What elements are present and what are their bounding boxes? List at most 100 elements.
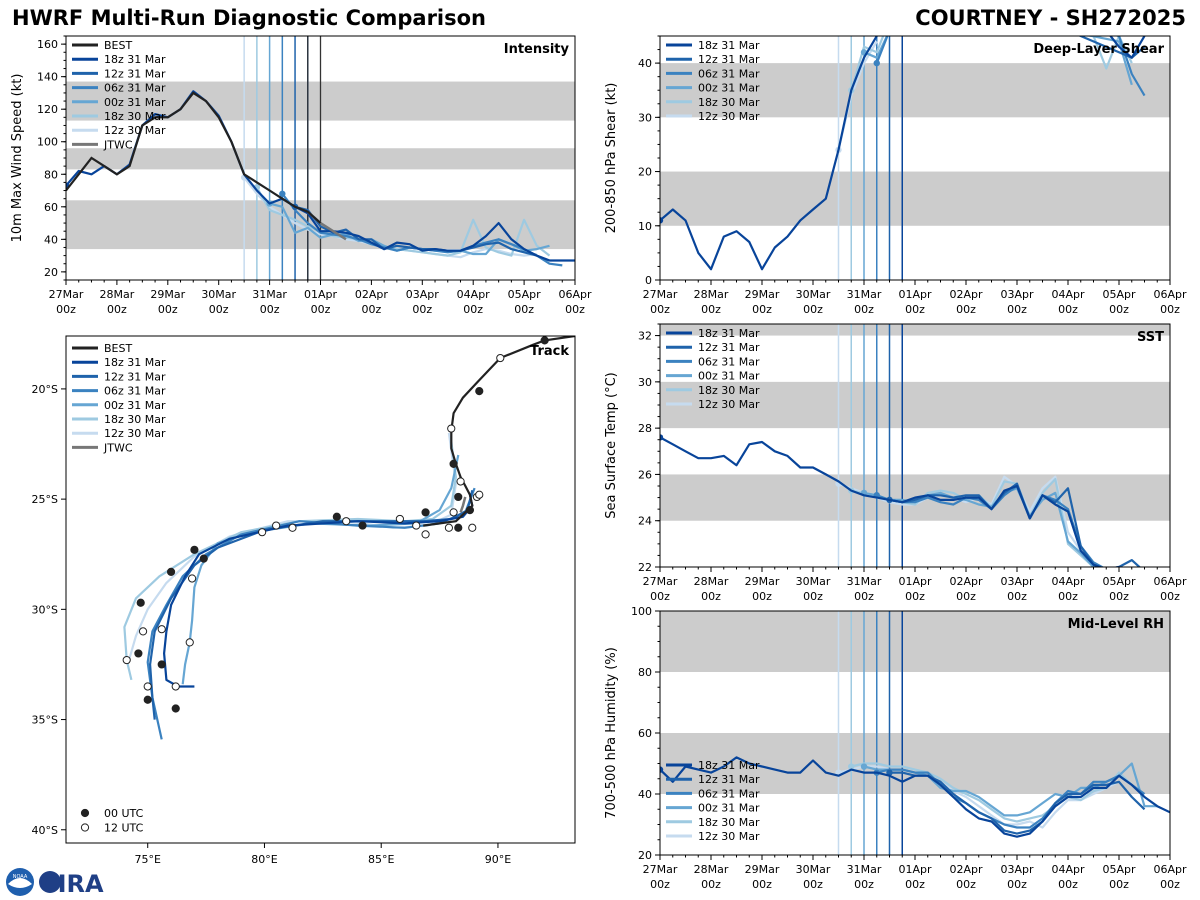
track-point-12utc — [143, 682, 152, 691]
x-tick-label: 04Apr — [1051, 575, 1085, 588]
track-map — [122, 336, 575, 740]
legend-label: BEST — [104, 342, 132, 355]
y-tick-label: 120 — [37, 103, 58, 116]
x-tick-sublabel: 00z — [1109, 878, 1129, 891]
x-tick-sublabel: 00z — [854, 878, 874, 891]
panel-sst: 22 24 26 28 30 32 27Mar 00z 28Mar 00z 29Mar 00z 30Ma… — [604, 323, 1187, 603]
legend-label: 18z 31 Mar — [698, 39, 760, 52]
track-point-12utc — [496, 353, 505, 363]
legend-label: 18z 30 Mar — [698, 384, 760, 397]
panel-title: Deep-Layer Shear — [1033, 42, 1164, 57]
track-point-12utc — [288, 523, 297, 532]
marker-legend-symbol — [80, 823, 90, 832]
y-tick-label: 160 — [37, 38, 58, 51]
track-point-12utc — [138, 627, 148, 636]
legend-label: 06z 31 Mar — [104, 385, 166, 398]
series-line — [876, 768, 1146, 829]
y-axis-label: 700-500 hPa Humidity (%) — [604, 647, 619, 819]
legend-label: 06z 31 Mar — [698, 355, 760, 368]
panel-intensity: 20 40 60 80 100 120 140 160 27Mar 00z 28Mar 00z 29Ma… — [10, 35, 592, 316]
x-tick-sublabel: 00z — [158, 303, 178, 316]
x-tick-sublabel: 00z — [803, 303, 823, 316]
panel-title: Mid-Level RH — [1068, 617, 1164, 632]
track-point-00utc — [454, 492, 463, 502]
x-tick-label: 05Apr — [1102, 863, 1136, 876]
y-axis-label: Sea Surface Temp (°C) — [604, 372, 619, 519]
x-tick-label: 27Mar — [49, 288, 84, 301]
legend-label: 00z 31 Mar — [698, 82, 760, 95]
y-tick-label: 40 — [638, 788, 652, 801]
noaa-logo-text: NOAA — [13, 874, 28, 880]
track-point-00utc — [332, 512, 341, 521]
legend-label: 18z 30 Mar — [698, 96, 760, 109]
x-tick-sublabel: 00z — [56, 303, 76, 316]
x-tick-sublabel: 00z — [1160, 590, 1180, 603]
series-line — [851, 762, 1133, 823]
y-tick-label: 60 — [638, 727, 652, 740]
y-tick-label: 100 — [631, 605, 652, 618]
y-tick-label: 24 — [638, 515, 652, 528]
track-point-00utc — [358, 521, 367, 530]
x-tick-label: 29Mar — [150, 288, 185, 301]
axes-frame — [65, 335, 576, 844]
series-line — [660, 756, 1170, 838]
track-point-12utc — [185, 638, 194, 647]
plot-area-shear — [660, 36, 1170, 280]
x-tick-sublabel: 00z — [463, 303, 483, 316]
x-tick-label: 30Mar — [796, 863, 831, 876]
legend-label: 12z 31 Mar — [104, 67, 166, 80]
x-tick-sublabel: 00z — [412, 303, 432, 316]
legend-label: 18z 31 Mar — [104, 53, 166, 66]
track-point-00utc — [136, 598, 145, 607]
x-tick-sublabel: 00z — [701, 303, 721, 316]
x-tick-sublabel: 00z — [1109, 303, 1129, 316]
x-tick-label: 75°E — [134, 853, 160, 866]
y-axis-label: 200-850 hPa Shear (kt) — [604, 83, 619, 234]
x-tick-label: 28Mar — [100, 288, 135, 301]
x-tick-label: 06Apr — [1153, 575, 1187, 588]
x-tick-label: 30Mar — [796, 288, 831, 301]
x-tick-sublabel: 00z — [905, 303, 925, 316]
x-tick-label: 06Apr — [1153, 863, 1187, 876]
x-tick-label: 02Apr — [949, 288, 983, 301]
shaded-band — [660, 381, 1170, 429]
x-tick-sublabel: 00z — [209, 303, 229, 316]
y-tick-label: 30 — [638, 376, 652, 389]
y-tick-label: 20 — [638, 166, 652, 179]
x-tick-sublabel: 00z — [956, 303, 976, 316]
marker-legend: 00 UTC 12 UTC — [80, 807, 144, 835]
x-tick-label: 03Apr — [406, 288, 440, 301]
series-line — [889, 482, 1142, 567]
track-point-12utc — [447, 424, 456, 433]
forecast-track — [181, 454, 460, 685]
x-tick-sublabel: 00z — [854, 303, 874, 316]
x-tick-label: 31Mar — [847, 863, 882, 876]
best-track-line — [66, 91, 322, 224]
y-tick-label: 26 — [638, 468, 652, 481]
track-point-00utc — [475, 387, 484, 396]
x-tick-sublabel: 00z — [1007, 303, 1027, 316]
legend-label: 12z 31 Mar — [104, 370, 166, 383]
legend-label: 18z 30 Mar — [104, 413, 166, 426]
noaa-gull-icon — [8, 878, 32, 888]
y-axis-label: 10m Max Wind Speed (kt) — [10, 74, 25, 243]
noaa-cira-logo: NOAA CIRA — [6, 868, 104, 898]
x-tick-label: 01Apr — [898, 863, 932, 876]
x-tick-label: 31Mar — [847, 288, 882, 301]
cira-globe-icon — [39, 871, 61, 893]
x-tick-sublabel: 00z — [1160, 303, 1180, 316]
x-tick-label: 02Apr — [949, 575, 983, 588]
y-tick-label: 10 — [638, 220, 652, 233]
y-tick-label: 60 — [44, 201, 58, 214]
x-tick-label: 04Apr — [1051, 863, 1085, 876]
legend-label: 12z 30 Mar — [698, 110, 760, 123]
x-tick-label: 30Mar — [201, 288, 236, 301]
track-point-00utc — [143, 695, 152, 704]
y-tick-label: 20 — [44, 266, 58, 279]
x-tick-label: 80°E — [251, 853, 277, 866]
legend-label: 18z 30 Mar — [698, 816, 760, 829]
y-tick-label: 32 — [638, 330, 652, 343]
run-init-point — [279, 190, 286, 197]
